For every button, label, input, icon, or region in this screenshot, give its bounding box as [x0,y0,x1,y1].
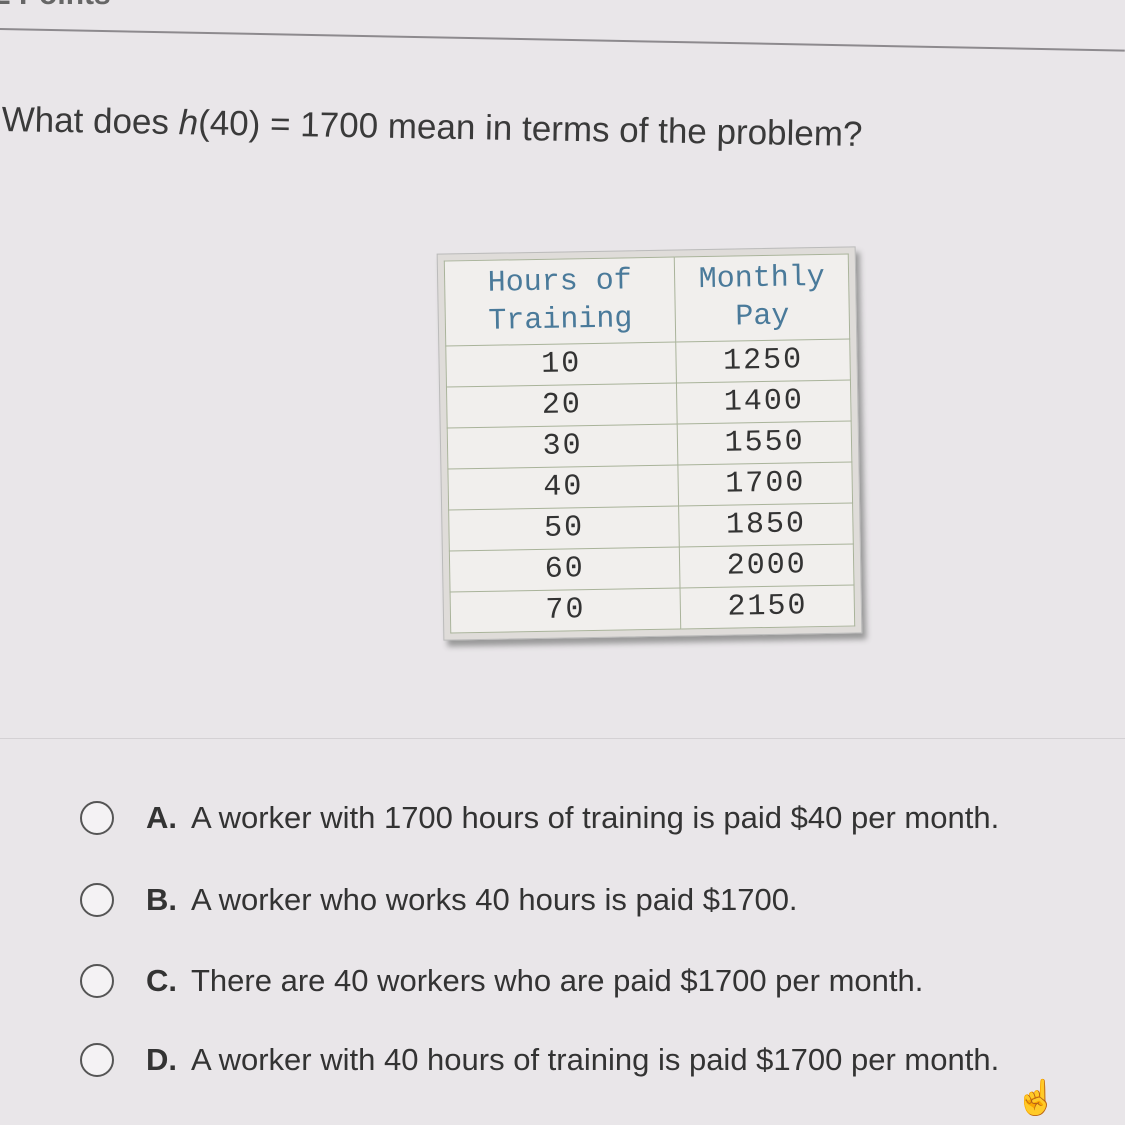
table-row: 60 2000 [449,543,854,593]
monthly-pay-cell: 2000 [679,543,854,588]
points-label: 2 Points [0,0,111,12]
hours-cell: 20 [446,383,678,429]
hand-pointer-icon: ☝ [1015,1079,1058,1117]
option-b[interactable]: B. A worker who works 40 hours is paid $1… [80,882,798,918]
question-suffix: (40) = 1700 mean in terms of the problem… [197,103,863,155]
monthly-pay-cell: 1250 [675,338,851,384]
data-table: Hours of Training Monthly Pay 10 1250 20 14… [443,253,856,634]
radio-button[interactable] [80,964,114,998]
monthly-pay-cell: 1700 [678,461,853,506]
option-text: There are 40 workers who are paid $1700 … [191,963,924,998]
question-prefix: What does [1,100,180,143]
monthly-pay-cell: 1550 [677,420,852,466]
question-text: What does h(40) = 1700 mean in terms of … [1,100,862,155]
monthly-pay-cell: 1400 [676,379,852,425]
option-letter: D. [146,1042,177,1077]
header-pay: Monthly Pay [674,254,850,343]
option-a[interactable]: A. A worker with 1700 hours of training i… [80,800,999,836]
option-letter: B. [146,882,177,917]
option-letter: A. [146,800,177,835]
monthly-pay-cell: 1850 [678,502,854,547]
table-row: 10 1250 [445,338,851,388]
table-row: 40 1700 [447,461,853,511]
option-c[interactable]: C. There are 40 workers who are paid $170… [80,963,923,999]
table-row: 70 2150 [450,584,855,633]
question-function: h [178,103,199,143]
option-d[interactable]: D. A worker with 40 hours of training is … [80,1042,999,1078]
hours-cell: 60 [449,546,681,593]
header-divider [0,28,1125,52]
option-text: A worker with 40 hours of training is pa… [191,1042,1000,1077]
radio-button[interactable] [80,801,114,835]
header-hours: Hours of Training [444,257,676,347]
radio-button[interactable] [80,1043,114,1077]
monthly-pay-cell: 2150 [680,584,855,629]
hours-cell: 50 [448,505,680,552]
hours-cell: 40 [447,465,679,511]
option-letter: C. [146,963,177,998]
radio-button[interactable] [80,883,114,917]
table-row: 30 1550 [447,420,852,470]
option-text: A worker with 1700 hours of training is … [191,800,1000,835]
data-table-image: Hours of Training Monthly Pay 10 1250 20 14… [436,246,863,641]
hours-cell: 10 [445,342,677,388]
option-text: A worker who works 40 hours is paid $170… [191,882,798,917]
table-row: 20 1400 [446,379,852,429]
hours-cell: 30 [447,424,679,470]
divider [0,738,1125,739]
hours-cell: 70 [450,587,681,633]
table-row: 50 1850 [448,502,854,552]
